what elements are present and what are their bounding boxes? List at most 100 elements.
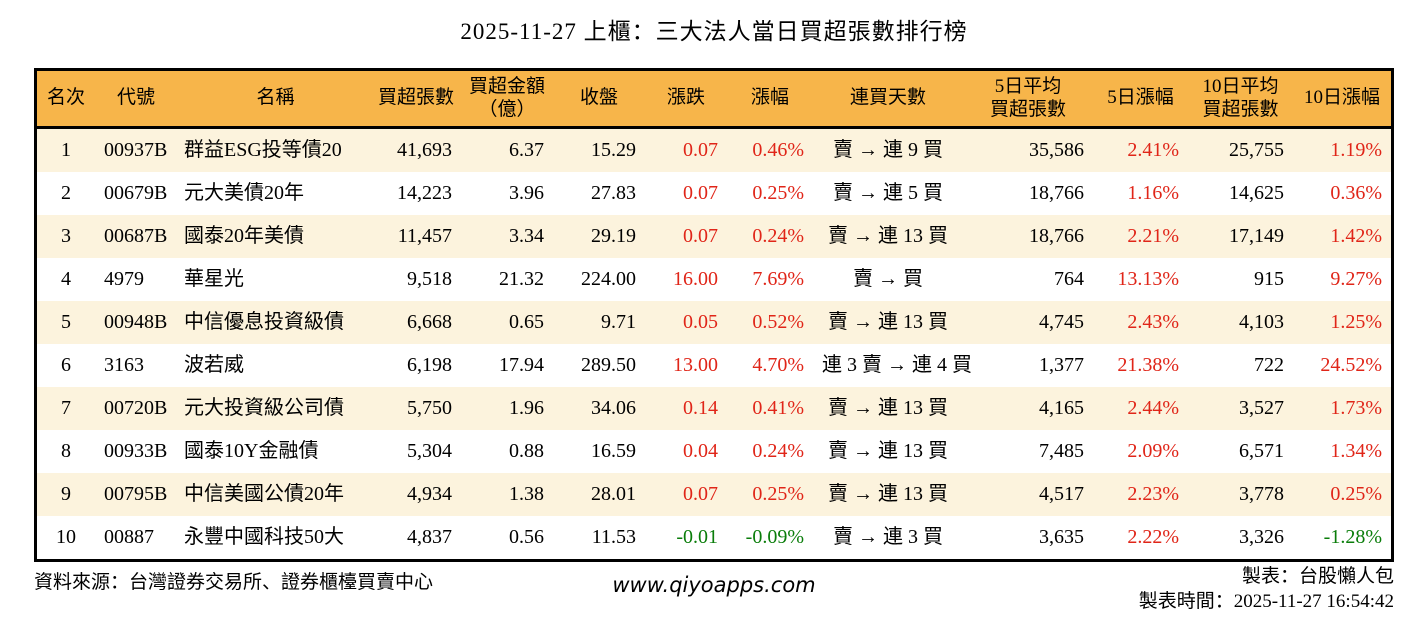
cell-shares: 4,837 bbox=[407, 526, 452, 548]
column-header-change-pct: 漲幅 bbox=[750, 87, 789, 109]
cell-name: 中信優息投資級債 bbox=[184, 311, 344, 333]
table-row: 5 00948B 中信優息投資級債 6,668 0.65 9.71 0.05 0.52% 賣 →… bbox=[37, 301, 1391, 344]
cell-avg5: 4,165 bbox=[1039, 397, 1084, 419]
cell-streak: 賣 → 連 13 買 bbox=[828, 225, 948, 247]
cell-code: 00679B bbox=[104, 182, 168, 204]
cell-name: 波若威 bbox=[184, 354, 244, 376]
column-header-rank: 名次 bbox=[46, 87, 85, 109]
cell-pct10: 1.42% bbox=[1330, 225, 1382, 247]
column-header-streak: 連買天數 bbox=[849, 87, 926, 109]
cell-name: 國泰10Y金融債 bbox=[184, 440, 319, 462]
cell-amount: 21.32 bbox=[499, 268, 544, 290]
cell-amount: 1.96 bbox=[509, 397, 544, 419]
cell-pct5: 1.16% bbox=[1127, 182, 1179, 204]
cell-avg5: 7,485 bbox=[1039, 440, 1084, 462]
cell-shares: 4,934 bbox=[407, 483, 452, 505]
cell-shares: 6,668 bbox=[407, 311, 452, 333]
cell-change: 0.05 bbox=[683, 311, 718, 333]
cell-pct5: 2.23% bbox=[1127, 483, 1179, 505]
cell-change_pct: 7.69% bbox=[752, 268, 804, 290]
cell-rank: 8 bbox=[61, 440, 71, 462]
cell-code: 00720B bbox=[104, 397, 168, 419]
cell-close: 27.83 bbox=[591, 182, 636, 204]
page-title: 2025-11-27 上櫃：三大法人當日買超張數排行榜 bbox=[460, 19, 968, 44]
table-row: 4 4979 華星光 9,518 21.32 224.00 16.00 7.69% 賣 → 買 7… bbox=[37, 258, 1391, 301]
table-row: 6 3163 波若威 6,198 17.94 289.50 13.00 4.70% 連 3 賣 … bbox=[37, 344, 1391, 387]
cell-pct10: 1.19% bbox=[1330, 139, 1382, 161]
cell-amount: 3.34 bbox=[509, 225, 544, 247]
cell-streak: 賣 → 連 5 買 bbox=[833, 182, 943, 204]
column-header-pct5: 5日漲幅 bbox=[1107, 87, 1174, 109]
ranking-table: 名次 代號 名稱 買超張數 買超金額 （億） 收盤 漲跌 漲幅 連買天數 5日平… bbox=[34, 68, 1394, 562]
cell-change_pct: 0.24% bbox=[752, 225, 804, 247]
cell-pct5: 2.21% bbox=[1127, 225, 1179, 247]
cell-code: 00948B bbox=[104, 311, 168, 333]
cell-close: 34.06 bbox=[591, 397, 636, 419]
cell-pct5: 2.09% bbox=[1127, 440, 1179, 462]
cell-rank: 4 bbox=[61, 268, 71, 290]
table-row: 7 00720B 元大投資級公司債 5,750 1.96 34.06 0.14 0.41% 賣 … bbox=[37, 387, 1391, 430]
cell-pct10: 24.52% bbox=[1320, 354, 1382, 376]
cell-avg10: 6,571 bbox=[1239, 440, 1284, 462]
cell-name: 中信美國公債20年 bbox=[184, 483, 344, 505]
cell-change: 0.07 bbox=[683, 182, 718, 204]
cell-avg5: 35,586 bbox=[1029, 139, 1084, 161]
website-watermark: www.qiyoapps.com bbox=[612, 573, 816, 597]
cell-shares: 9,518 bbox=[407, 268, 452, 290]
cell-name: 永豐中國科技50大 bbox=[184, 526, 344, 548]
cell-change_pct: -0.09% bbox=[745, 526, 804, 548]
cell-streak: 賣 → 連 3 買 bbox=[833, 526, 943, 548]
cell-pct10: -1.28% bbox=[1323, 526, 1382, 548]
cell-code: 3163 bbox=[104, 354, 144, 376]
page: { "title": "2025-11-27 上櫃：三大法人當日買超張數排行榜"… bbox=[0, 16, 1428, 628]
cell-pct10: 1.73% bbox=[1330, 397, 1382, 419]
cell-avg5: 4,745 bbox=[1039, 311, 1084, 333]
cell-change: -0.01 bbox=[676, 526, 718, 548]
cell-name: 群益ESG投等債20 bbox=[184, 139, 342, 161]
cell-streak: 賣 → 連 13 買 bbox=[828, 311, 948, 333]
cell-pct10: 0.25% bbox=[1330, 483, 1382, 505]
column-header-change: 漲跌 bbox=[666, 87, 705, 109]
cell-change: 16.00 bbox=[673, 268, 718, 290]
cell-pct10: 0.36% bbox=[1330, 182, 1382, 204]
cell-rank: 2 bbox=[61, 182, 71, 204]
cell-pct5: 2.44% bbox=[1127, 397, 1179, 419]
cell-rank: 9 bbox=[61, 483, 71, 505]
cell-shares: 41,693 bbox=[397, 139, 452, 161]
cell-name: 國泰20年美債 bbox=[184, 225, 304, 247]
column-header-shares: 買超張數 bbox=[377, 87, 454, 109]
cell-pct5: 21.38% bbox=[1117, 354, 1179, 376]
cell-avg5: 3,635 bbox=[1039, 526, 1084, 548]
cell-close: 28.01 bbox=[591, 483, 636, 505]
cell-avg10: 14,625 bbox=[1229, 182, 1284, 204]
cell-avg10: 25,755 bbox=[1229, 139, 1284, 161]
table-body: 1 00937B 群益ESG投等債20 41,693 6.37 15.29 0.07 0.46… bbox=[37, 129, 1391, 559]
cell-change_pct: 0.41% bbox=[752, 397, 804, 419]
cell-change: 13.00 bbox=[673, 354, 718, 376]
table-row: 2 00679B 元大美債20年 14,223 3.96 27.83 0.07 0.25% 賣 … bbox=[37, 172, 1391, 215]
table-row: 9 00795B 中信美國公債20年 4,934 1.38 28.01 0.07 0.25% 賣… bbox=[37, 473, 1391, 516]
cell-code: 00937B bbox=[104, 139, 168, 161]
cell-streak: 賣 → 連 9 買 bbox=[833, 139, 943, 161]
table-row: 1 00937B 群益ESG投等債20 41,693 6.37 15.29 0.07 0.46… bbox=[37, 129, 1391, 172]
cell-avg10: 3,326 bbox=[1239, 526, 1284, 548]
cell-change: 0.07 bbox=[683, 225, 718, 247]
cell-rank: 10 bbox=[56, 526, 76, 548]
cell-change: 0.07 bbox=[683, 139, 718, 161]
credit-block: 製表：台股懶人包 製表時間：2025-11-27 16:54:42 bbox=[1139, 564, 1394, 614]
cell-amount: 1.38 bbox=[509, 483, 544, 505]
cell-avg10: 4,103 bbox=[1239, 311, 1284, 333]
cell-code: 00687B bbox=[104, 225, 168, 247]
cell-rank: 3 bbox=[61, 225, 71, 247]
cell-avg10: 722 bbox=[1254, 354, 1284, 376]
cell-change_pct: 0.25% bbox=[752, 483, 804, 505]
column-header-amount: 買超金額 （億） bbox=[468, 76, 545, 120]
cell-shares: 5,304 bbox=[407, 440, 452, 462]
cell-streak: 賣 → 連 13 買 bbox=[828, 483, 948, 505]
cell-close: 9.71 bbox=[601, 311, 636, 333]
cell-amount: 6.37 bbox=[509, 139, 544, 161]
table-row: 8 00933B 國泰10Y金融債 5,304 0.88 16.59 0.04 0.24% 賣 … bbox=[37, 430, 1391, 473]
cell-streak: 賣 → 連 13 買 bbox=[828, 440, 948, 462]
data-source-note: 資料來源：台灣證券交易所、證券櫃檯買賣中心 bbox=[34, 572, 434, 593]
cell-code: 00933B bbox=[104, 440, 168, 462]
